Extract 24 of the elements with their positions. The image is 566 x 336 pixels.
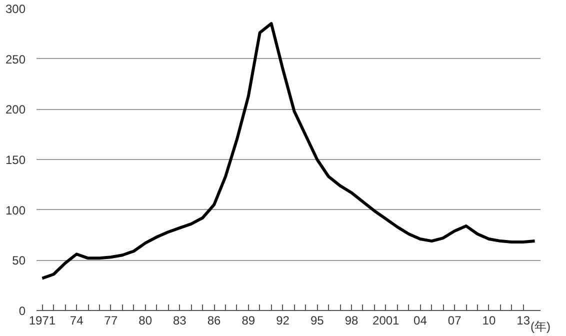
x-tick-label: 95 <box>310 314 324 328</box>
x-axis-title: (年) <box>530 320 551 334</box>
x-tick-label: 10 <box>482 314 496 328</box>
x-tick-label: 74 <box>70 314 84 328</box>
x-tick-label: 89 <box>242 314 256 328</box>
y-tick-label: 100 <box>5 203 26 218</box>
x-tick-label: 80 <box>138 314 152 328</box>
x-tick-label: 86 <box>207 314 222 328</box>
y-tick-label: 300 <box>5 2 26 16</box>
y-tick-label: 200 <box>5 102 26 117</box>
x-tick-label: 98 <box>344 314 358 328</box>
y-tick-label: 250 <box>5 52 26 66</box>
y-tick-label: 150 <box>5 153 26 167</box>
x-tick-label: 92 <box>276 314 290 328</box>
x-tick-label: 07 <box>448 314 462 328</box>
x-tick-label: 1971 <box>28 314 56 328</box>
x-tick-label: 77 <box>104 314 118 328</box>
y-tick-label: 50 <box>12 254 26 268</box>
x-tick-label: 13 <box>516 314 530 328</box>
y-tick-label: 0 <box>18 304 26 318</box>
x-tick-label: 83 <box>173 314 187 328</box>
x-tick-label: 04 <box>414 314 428 328</box>
line-series <box>40 22 536 280</box>
x-tick-label: 2001 <box>372 314 400 328</box>
